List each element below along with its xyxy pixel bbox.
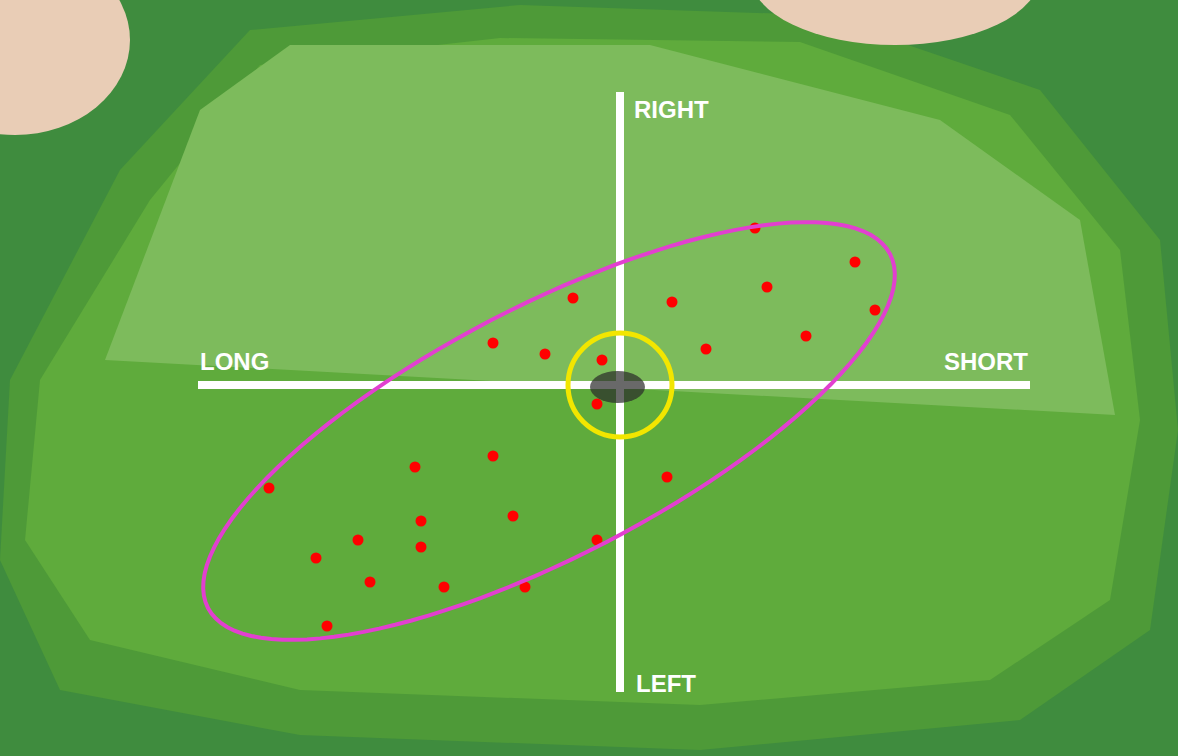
svg-text:RIGHT: RIGHT [634, 96, 709, 123]
svg-text:SHORT: SHORT [944, 348, 1028, 375]
svg-text:LONG: LONG [200, 348, 269, 375]
svg-text:LEFT: LEFT [636, 670, 696, 697]
